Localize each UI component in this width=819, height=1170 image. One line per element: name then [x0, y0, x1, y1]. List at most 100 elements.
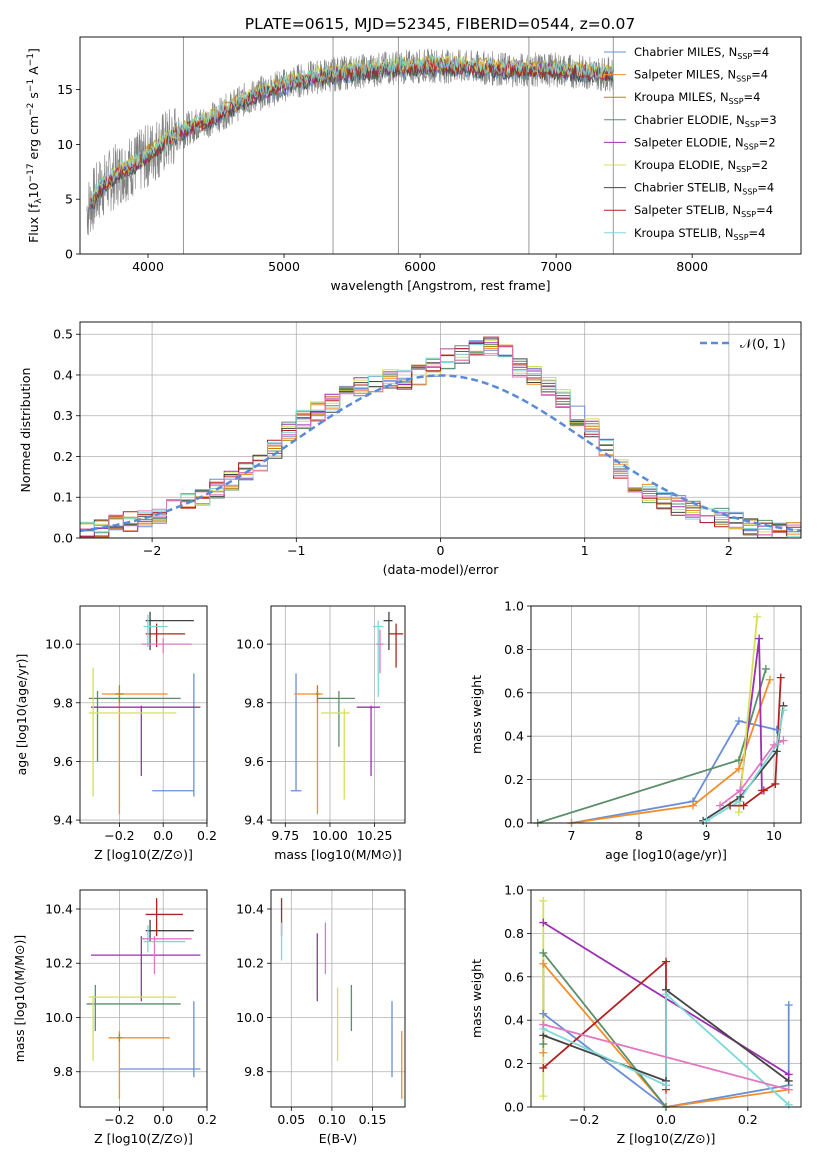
weight-vs-age-panel: 7 8 9 10 0.0 0.2 0.4 0.6 0.8 1.0 age [log10(age/yr… [469, 599, 802, 862]
weight-point-marker [702, 816, 711, 825]
plot-area [280, 898, 403, 1099]
weight-point-marker [759, 786, 768, 795]
weight-point-marker [765, 675, 774, 684]
axes-frame [270, 889, 406, 1108]
y-tick-label: 9.4 [53, 813, 73, 828]
y-tick-label: 10 [57, 137, 73, 152]
weight-point-marker [755, 634, 764, 643]
legend-entry: 𝒩(0, 1) [740, 336, 786, 351]
x-tick-label: −2 [143, 543, 161, 558]
weight-point-marker [784, 1076, 793, 1085]
y-tick-label: 9.4 [244, 813, 264, 828]
y-tick-label: 10.0 [236, 637, 264, 652]
y-tick-label: 0.6 [504, 685, 524, 700]
x-tick-label: 6000 [404, 259, 436, 274]
y-tick-label: 9.8 [244, 1064, 264, 1079]
weight-point-marker [539, 1092, 548, 1101]
plot-area [537, 616, 785, 823]
legend-entry: Kroupa STELIB, NSSP=4 [634, 226, 765, 242]
x-tick-label: 7000 [540, 259, 572, 274]
weight-vs-metallicity-panel: −0.2 0.0 0.2 0.0 0.2 0.4 0.6 0.8 1.0 Z [log10(Z/Z… [469, 883, 802, 1146]
x-axis-label: Z [log10(Z/Z⊙)] [617, 1131, 716, 1146]
spectrum-panel: 4000 5000 6000 7000 8000 0 5 10 15 wavelength [An… [26, 36, 802, 293]
y-tick-label: 10.0 [45, 1010, 73, 1025]
weight-point-marker [539, 896, 548, 905]
normal-distribution-curve [80, 374, 801, 533]
legend-entry: Salpeter STELIB, NSSP=4 [634, 203, 773, 219]
x-axis-label: age [log10(age/yr)] [605, 847, 727, 862]
y-tick-label: 0.4 [504, 1013, 524, 1028]
x-tick-label: 0.2 [197, 828, 217, 843]
x-tick-label: 0.0 [153, 828, 173, 843]
residual-histogram-panel: −2 −1 0 1 2 0.0 0.1 0.2 0.3 0.4 0.5 (data-model)/er… [18, 321, 802, 577]
weight-point-marker [539, 959, 548, 968]
x-axis-label: Z [log10(Z/Z⊙)] [94, 847, 193, 862]
weight-point-marker [734, 808, 743, 817]
weight-point-marker [539, 1048, 548, 1057]
y-tick-label: 10.2 [45, 956, 73, 971]
x-tick-label: 9.75 [271, 828, 299, 843]
y-tick-label: 5 [65, 192, 73, 207]
weight-series-line [571, 679, 771, 823]
legend-entry: Salpeter ELODIE, NSSP=2 [634, 135, 776, 151]
x-tick-label: 0.0 [153, 1112, 173, 1127]
figure-title: PLATE=0615, MJD=52345, FIBERID=0544, z=0… [245, 15, 635, 33]
weight-point-marker [662, 1081, 670, 1090]
age-vs-metallicity-panel: −0.2 0.0 0.2 9.4 9.6 9.8 10.0 Z [log10(Z/Z⊙)] ag… [14, 605, 217, 862]
weight-series-line [542, 1005, 790, 1107]
x-tick-label: −0.2 [569, 1112, 599, 1127]
x-tick-label: 10 [766, 828, 782, 843]
axes-frame [79, 889, 208, 1108]
plot-area [88, 611, 201, 815]
legend-entry: Chabrier ELODIE, NSSP=3 [634, 113, 777, 129]
weight-point-marker [539, 918, 548, 927]
x-tick-label: 9 [703, 828, 711, 843]
weight-point-marker [539, 1020, 548, 1029]
model-spectrum-line [90, 54, 614, 204]
legend-entry: Salpeter MILES, NSSP=4 [634, 68, 768, 84]
weight-series-line [537, 668, 767, 823]
plot-area [290, 611, 404, 815]
x-tick-label: −1 [287, 543, 305, 558]
mass-vs-metallicity-panel: −0.2 0.0 0.2 9.8 10.0 10.2 10.4 Z [log10(Z/Z⊙)]… [12, 889, 217, 1146]
weight-point-marker [779, 706, 788, 715]
y-axis-label: age [log10(age/yr)] [14, 654, 29, 776]
y-tick-label: 0.5 [53, 327, 73, 342]
weight-series-line [730, 677, 782, 807]
y-axis-label: Flux [fλ10−17 erg cm−2 s−1 A−1] [26, 48, 44, 243]
legend-entry: Kroupa MILES, NSSP=4 [634, 90, 760, 106]
age-vs-mass-panel: 9.75 10.00 10.25 9.4 9.6 9.8 10.0 mass [log10(M… [236, 605, 406, 862]
weight-point-marker [784, 1085, 793, 1094]
y-tick-label: 0.0 [504, 1100, 524, 1115]
axes-frame [530, 605, 802, 824]
y-tick-label: 0.0 [504, 816, 524, 831]
x-tick-label: 0.0 [656, 1112, 676, 1127]
weight-point-marker [753, 612, 762, 621]
weight-point-marker [734, 756, 743, 765]
histogram-step-line [80, 346, 801, 538]
y-tick-label: 1.0 [504, 883, 524, 898]
weight-point-marker [770, 740, 778, 749]
y-tick-label: 10.4 [45, 901, 73, 916]
y-tick-label: 10.0 [236, 1010, 264, 1025]
model-spectrum-line [90, 55, 614, 200]
y-tick-label: 0.6 [504, 969, 524, 984]
weight-point-marker [772, 725, 781, 734]
y-tick-label: 9.8 [53, 695, 73, 710]
x-tick-label: 10.25 [357, 828, 393, 843]
x-axis-label: mass [log10(M/M⊙)] [274, 847, 402, 862]
weight-series-line [719, 739, 784, 807]
y-tick-label: 0.2 [53, 449, 73, 464]
weight-point-marker [539, 1040, 548, 1049]
y-tick-label: 9.8 [244, 695, 264, 710]
x-axis-label: (data-model)/error [383, 562, 500, 577]
weight-point-marker [761, 664, 770, 673]
y-tick-label: 10.0 [45, 637, 73, 652]
weight-point-marker [734, 717, 743, 726]
plot-area [80, 336, 801, 538]
legend-entry: Kroupa ELODIE, NSSP=2 [634, 158, 768, 174]
x-tick-label: 8000 [676, 259, 708, 274]
y-tick-label: 0.3 [53, 408, 73, 423]
weight-point-marker [662, 957, 670, 966]
